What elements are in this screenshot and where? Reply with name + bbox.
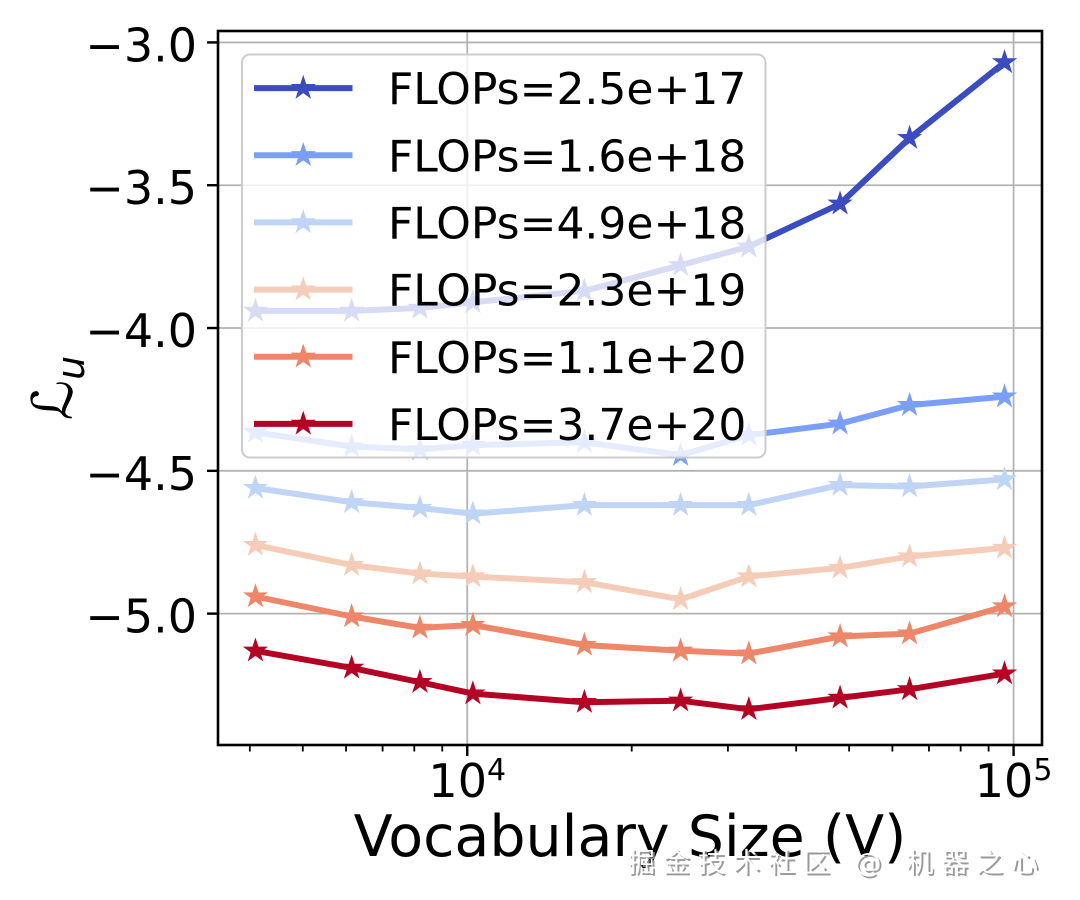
x-tick-label: 104 — [428, 753, 506, 808]
legend-entry: FLOPs=4.9e+18 — [254, 198, 746, 249]
y-tick-label: −4.0 — [85, 304, 197, 358]
series-FLOPs=3.7e+20 — [242, 637, 1018, 721]
x-tick-label: 105 — [975, 753, 1053, 808]
legend-marker-sample — [290, 343, 316, 368]
y-axis-label-symbol: ℒ — [21, 380, 86, 420]
watermark-text: 掘金技术社区 @ 机器之心 — [628, 848, 1046, 879]
legend-entry: FLOPs=2.5e+17 — [254, 64, 746, 115]
series-FLOPs=2.3e+19 — [242, 531, 1018, 611]
legend-label: FLOPs=4.9e+18 — [388, 198, 746, 249]
axes-spines — [216, 29, 1044, 747]
y-tick-label: −5.0 — [85, 590, 197, 644]
legend-marker-sample — [290, 410, 316, 435]
legend-frame — [241, 53, 767, 459]
x-tick-exponent: 5 — [1033, 753, 1052, 788]
legend-marker-sample — [290, 209, 316, 234]
legend-label: FLOPs=1.1e+20 — [388, 333, 746, 384]
watermark-shadow: 掘金技术社区 @ 机器之心 — [630, 850, 1048, 881]
x-tick-mantissa: 10 — [975, 754, 1034, 808]
series-line — [252, 542, 1008, 603]
legend-marker-sample — [290, 74, 316, 99]
x-tick-mantissa: 10 — [428, 754, 487, 808]
axis-labels: Vocabulary Size (V) ℒu — [21, 356, 906, 870]
legend-entry: FLOPs=3.7e+20 — [254, 400, 746, 451]
y-axis-label: ℒu — [21, 356, 93, 420]
legend-entry: FLOPs=1.6e+18 — [254, 131, 746, 182]
legend-label: FLOPs=1.6e+18 — [388, 131, 746, 182]
x-axis-label: Vocabulary Size (V) — [354, 804, 907, 870]
legend-label: FLOPs=2.3e+19 — [388, 266, 746, 317]
series-FLOPs=1.1e+20 — [242, 583, 1018, 665]
y-axis-label-subscript: u — [49, 356, 93, 380]
legend-marker-sample — [290, 276, 316, 301]
series-line — [252, 476, 1008, 517]
y-tick-label: −4.5 — [85, 447, 197, 501]
legend-marker-sample — [290, 141, 316, 167]
legend-label: FLOPs=3.7e+20 — [388, 400, 746, 451]
y-tick-label: −3.0 — [85, 18, 197, 72]
series-line — [252, 647, 1008, 713]
legend: FLOPs=2.5e+17 FLOPs=1.6e+18 FLOPs=4.9e+18 F… — [241, 53, 767, 459]
series-line — [252, 593, 1008, 657]
legend-label: FLOPs=2.5e+17 — [388, 64, 746, 115]
legend-entry: FLOPs=1.1e+20 — [254, 333, 746, 384]
legend-entry: FLOPs=2.3e+19 — [254, 266, 746, 317]
x-tick-exponent: 4 — [487, 753, 506, 788]
y-tick-label: −3.5 — [85, 161, 197, 215]
axes: 104 105−3.0−3.5−4.0−4.5−5.0 — [85, 18, 1052, 808]
series-FLOPs=4.9e+18 — [242, 466, 1018, 525]
